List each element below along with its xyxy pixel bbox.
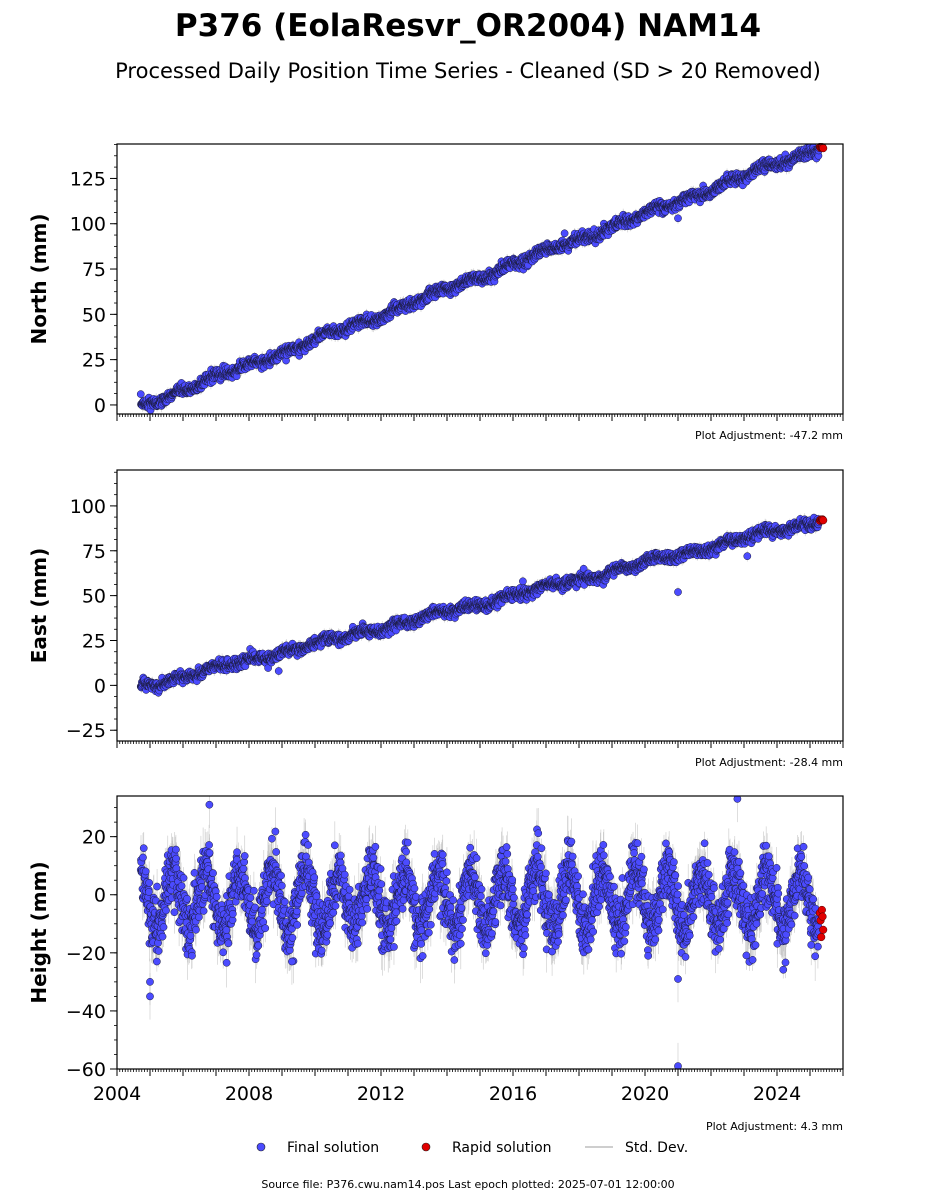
- figure-subtitle: Processed Daily Position Time Series - C…: [115, 59, 821, 83]
- final-point: [674, 214, 682, 223]
- rapid-point: [819, 144, 828, 153]
- figure-title: P376 (EolaResvr_OR2004) NAM14: [175, 8, 761, 44]
- final-point: [136, 390, 145, 398]
- final-solution-points: [136, 144, 823, 414]
- final-point: [560, 229, 569, 238]
